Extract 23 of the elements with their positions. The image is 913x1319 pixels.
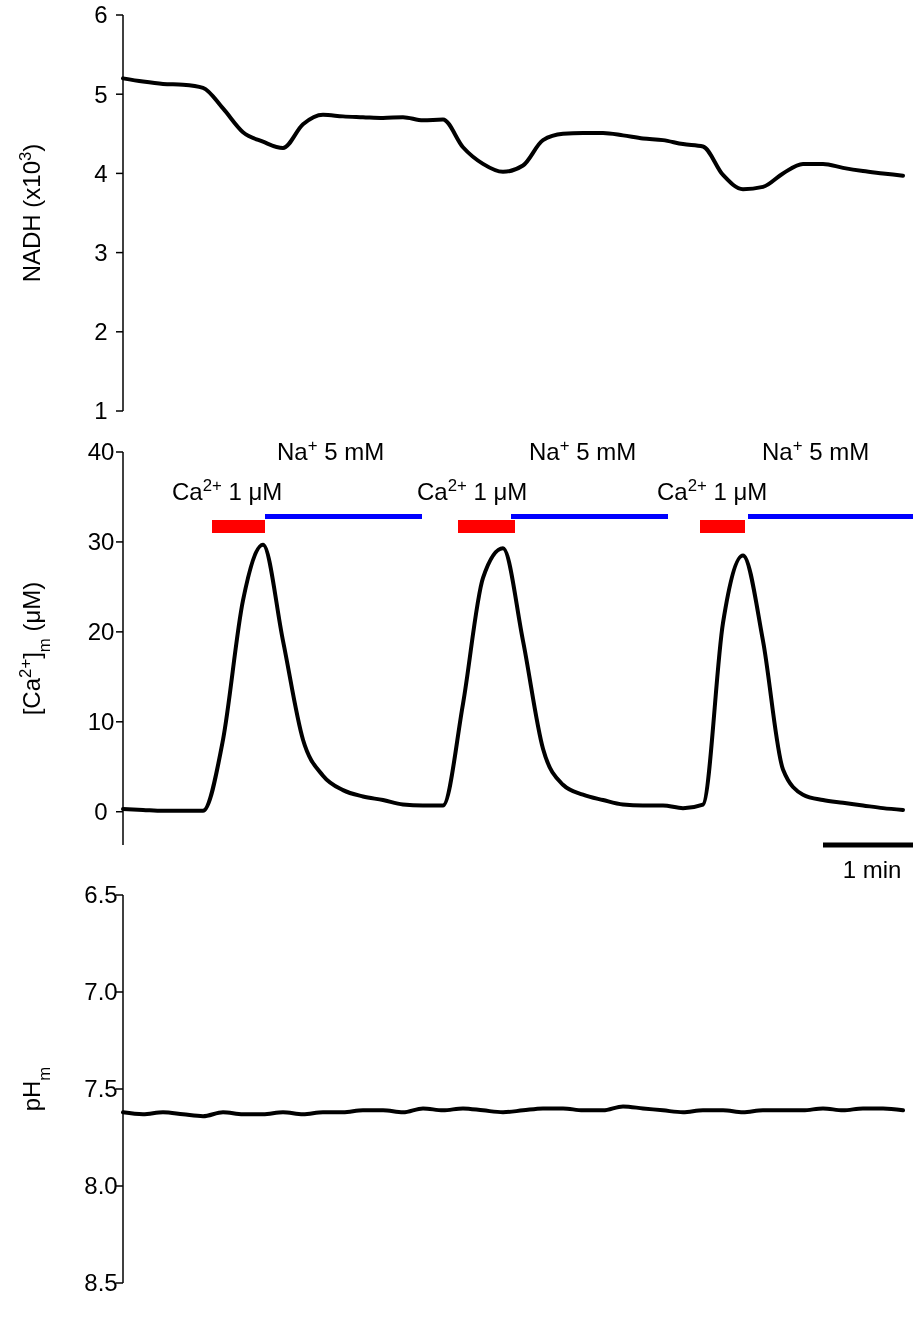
y-tick-label: 0 bbox=[94, 798, 108, 826]
annotation: Na$^{+}$ 5 mM bbox=[762, 435, 870, 465]
annotation: Ca$^{2+}$ 1 μM bbox=[417, 475, 528, 505]
y-tick-label: 8.5 bbox=[84, 1269, 118, 1297]
annotation: Ca$^{2+}$ 1 μM bbox=[172, 475, 283, 505]
y-tick-label: 5 bbox=[94, 80, 108, 108]
y-tick-label: 1 bbox=[94, 397, 108, 425]
y-tick-label: 3 bbox=[94, 239, 108, 266]
y-tick-label: 20 bbox=[87, 618, 115, 646]
y-tick-label: 2 bbox=[94, 318, 108, 346]
y-tick-label: 40 bbox=[87, 438, 115, 466]
y-tick-label: 6 bbox=[94, 1, 108, 29]
y-tick-label: 7.5 bbox=[84, 1075, 118, 1103]
y-tick-label: 8.0 bbox=[84, 1172, 118, 1200]
text: 1 min bbox=[842, 856, 902, 883]
y-tick-label: 4 bbox=[94, 159, 108, 187]
annotation: Ca$^{2+}$ 1 μM bbox=[657, 475, 768, 505]
annotation: Na$^{+}$ 5 mM bbox=[529, 435, 637, 465]
y-tick-label: 10 bbox=[87, 708, 115, 736]
annotation: Na$^{+}$ 5 mM bbox=[277, 435, 385, 465]
y-tick-label: 30 bbox=[87, 528, 115, 556]
y-tick-label: 7.0 bbox=[84, 978, 118, 1006]
y-tick-label: 6.5 bbox=[84, 881, 118, 909]
